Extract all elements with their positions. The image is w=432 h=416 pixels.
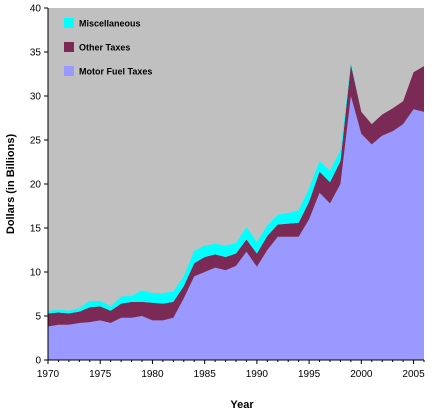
series-areas	[48, 62, 424, 360]
x-tick-label: 2005	[402, 369, 425, 380]
x-tick-label: 1990	[246, 369, 269, 380]
x-tick-label: 1970	[37, 369, 60, 380]
legend-swatch-other-taxes	[64, 42, 74, 52]
axes	[44, 7, 425, 364]
x-axis-title: Year	[230, 399, 254, 411]
legend-label: Miscellaneous	[79, 19, 141, 29]
legend-label: Other Taxes	[79, 43, 130, 53]
y-tick-label: 40	[30, 4, 42, 15]
legend: Miscellaneous Other Taxes Motor Fuel Taxes	[64, 18, 152, 77]
y-tick-label: 15	[30, 224, 42, 235]
area-motor-fuel-taxes	[48, 96, 424, 360]
y-tick-labels: 0 5 10 15 20 25 30 35 40	[30, 4, 42, 367]
x-tick-labels: 1970 1975 1980 1985 1990 1995 2000 2005	[37, 369, 425, 380]
x-tick-label: 1980	[141, 369, 164, 380]
legend-swatch-miscellaneous	[64, 18, 74, 28]
y-tick-label: 25	[30, 136, 42, 147]
legend-label: Motor Fuel Taxes	[79, 67, 152, 77]
y-tick-label: 35	[30, 48, 42, 59]
y-tick-label: 10	[30, 268, 42, 279]
legend-swatch-motor-fuel-taxes	[64, 66, 74, 76]
y-tick-label: 30	[30, 92, 42, 103]
y-tick-label: 0	[35, 356, 41, 367]
x-tick-label: 1985	[194, 369, 217, 380]
y-tick-label: 5	[35, 312, 41, 323]
x-tick-label: 2000	[350, 369, 373, 380]
x-tick-label: 1995	[298, 369, 321, 380]
y-tick-label: 20	[30, 180, 42, 191]
y-axis-title: Dollars (in Billions)	[5, 134, 17, 235]
x-tick-label: 1975	[89, 369, 112, 380]
